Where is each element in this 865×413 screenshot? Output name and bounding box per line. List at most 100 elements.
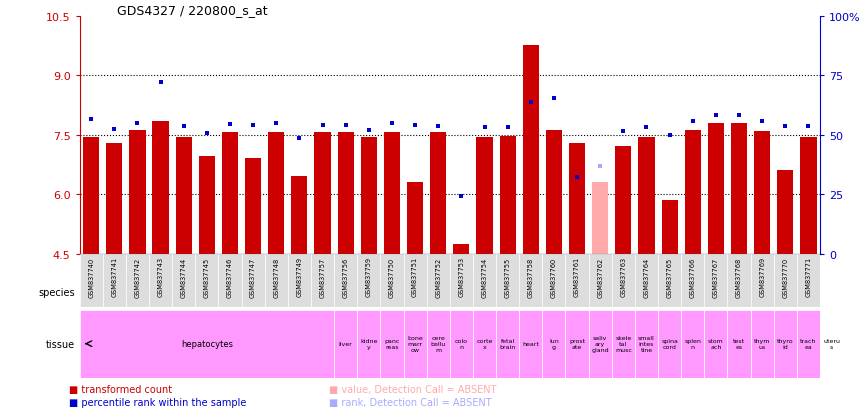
Text: tissue: tissue	[46, 339, 75, 349]
Text: thyro
id: thyro id	[777, 338, 793, 349]
Text: GSM837759: GSM837759	[366, 256, 372, 297]
Text: GSM837767: GSM837767	[713, 256, 719, 297]
Bar	[176, 137, 192, 254]
Text: GSM837742: GSM837742	[134, 256, 140, 297]
Bar	[311, 254, 334, 308]
Text: kidne
y: kidne y	[360, 338, 377, 349]
Text: test
es: test es	[733, 338, 745, 349]
Text: skele
tal
musc: skele tal musc	[615, 335, 631, 352]
Bar	[473, 254, 497, 308]
Bar	[172, 254, 195, 308]
Bar	[334, 310, 357, 378]
Text: GSM837768: GSM837768	[736, 256, 742, 297]
Bar	[708, 123, 724, 254]
Text: GSM837752: GSM837752	[435, 256, 441, 297]
Bar	[566, 310, 588, 378]
Bar	[403, 254, 426, 308]
Bar	[751, 310, 773, 378]
Bar	[453, 244, 470, 254]
Bar	[569, 143, 585, 254]
Text: saliv
ary
gland: saliv ary gland	[592, 335, 609, 352]
Bar	[681, 254, 704, 308]
Bar	[800, 137, 817, 254]
Text: species: species	[39, 287, 75, 297]
Bar	[222, 133, 238, 254]
Bar	[126, 254, 149, 308]
Bar	[403, 310, 426, 378]
Bar	[519, 254, 542, 308]
Bar	[407, 183, 423, 254]
Bar	[477, 137, 492, 254]
Text: GSM837762: GSM837762	[597, 256, 603, 297]
Bar	[588, 254, 612, 308]
Bar	[727, 310, 751, 378]
Text: GSM837748: GSM837748	[273, 256, 279, 297]
Bar	[658, 254, 681, 308]
Text: GSM837763: GSM837763	[620, 256, 626, 297]
Text: human: human	[500, 287, 539, 297]
Bar	[337, 133, 354, 254]
Bar	[357, 310, 381, 378]
Bar	[334, 254, 357, 308]
Bar	[797, 254, 820, 308]
Text: GSM837745: GSM837745	[204, 256, 210, 297]
Text: GSM837765: GSM837765	[667, 256, 673, 297]
Text: GSM837740: GSM837740	[88, 256, 94, 297]
Text: ■ rank, Detection Call = ABSENT: ■ rank, Detection Call = ABSENT	[329, 397, 491, 407]
Bar	[500, 136, 516, 254]
Text: GSM837761: GSM837761	[574, 256, 580, 297]
Bar	[241, 254, 265, 308]
Bar	[450, 254, 473, 308]
Bar	[546, 131, 562, 254]
Bar	[268, 133, 285, 254]
Bar	[704, 254, 727, 308]
Bar	[612, 254, 635, 308]
Bar	[218, 277, 820, 308]
Text: trach
ea: trach ea	[800, 338, 817, 349]
Text: bone
marr
ow: bone marr ow	[407, 335, 423, 352]
Bar	[315, 133, 330, 254]
Bar	[820, 310, 843, 378]
Text: GSM837747: GSM837747	[250, 256, 256, 297]
Bar	[80, 254, 103, 308]
Text: GSM837750: GSM837750	[389, 256, 395, 297]
Bar	[754, 131, 770, 254]
Bar	[426, 254, 450, 308]
Bar	[751, 254, 773, 308]
Bar	[245, 158, 261, 254]
Bar	[612, 310, 635, 378]
Text: GSM837770: GSM837770	[782, 256, 788, 297]
Text: GSM837764: GSM837764	[644, 256, 650, 297]
Text: GSM837757: GSM837757	[319, 256, 325, 297]
Text: ■ transformed count: ■ transformed count	[69, 385, 172, 394]
Text: fetal
brain: fetal brain	[499, 338, 516, 349]
Bar	[497, 254, 519, 308]
Text: GSM837754: GSM837754	[482, 256, 488, 297]
Bar	[426, 310, 450, 378]
Bar	[497, 310, 519, 378]
Text: GSM837744: GSM837744	[181, 256, 187, 297]
Bar	[106, 143, 122, 254]
Bar	[519, 310, 542, 378]
Text: spina
cord: spina cord	[661, 338, 678, 349]
Bar	[381, 310, 403, 378]
Text: GDS4327 / 220800_s_at: GDS4327 / 220800_s_at	[117, 4, 267, 17]
Bar	[685, 131, 701, 254]
Bar	[615, 147, 631, 254]
Text: lun
g: lun g	[549, 338, 559, 349]
Bar	[384, 133, 400, 254]
Text: small
intes
tine: small intes tine	[638, 335, 655, 352]
Bar	[588, 310, 612, 378]
Bar	[195, 254, 218, 308]
Bar	[265, 254, 288, 308]
Bar	[727, 254, 751, 308]
Bar	[103, 254, 126, 308]
Bar	[83, 137, 99, 254]
Bar	[638, 137, 655, 254]
Text: GSM837755: GSM837755	[504, 256, 510, 297]
Text: GSM837766: GSM837766	[689, 256, 695, 297]
Bar	[593, 183, 608, 254]
Text: panc
reas: panc reas	[384, 338, 400, 349]
Bar	[773, 310, 797, 378]
Bar	[522, 46, 539, 254]
